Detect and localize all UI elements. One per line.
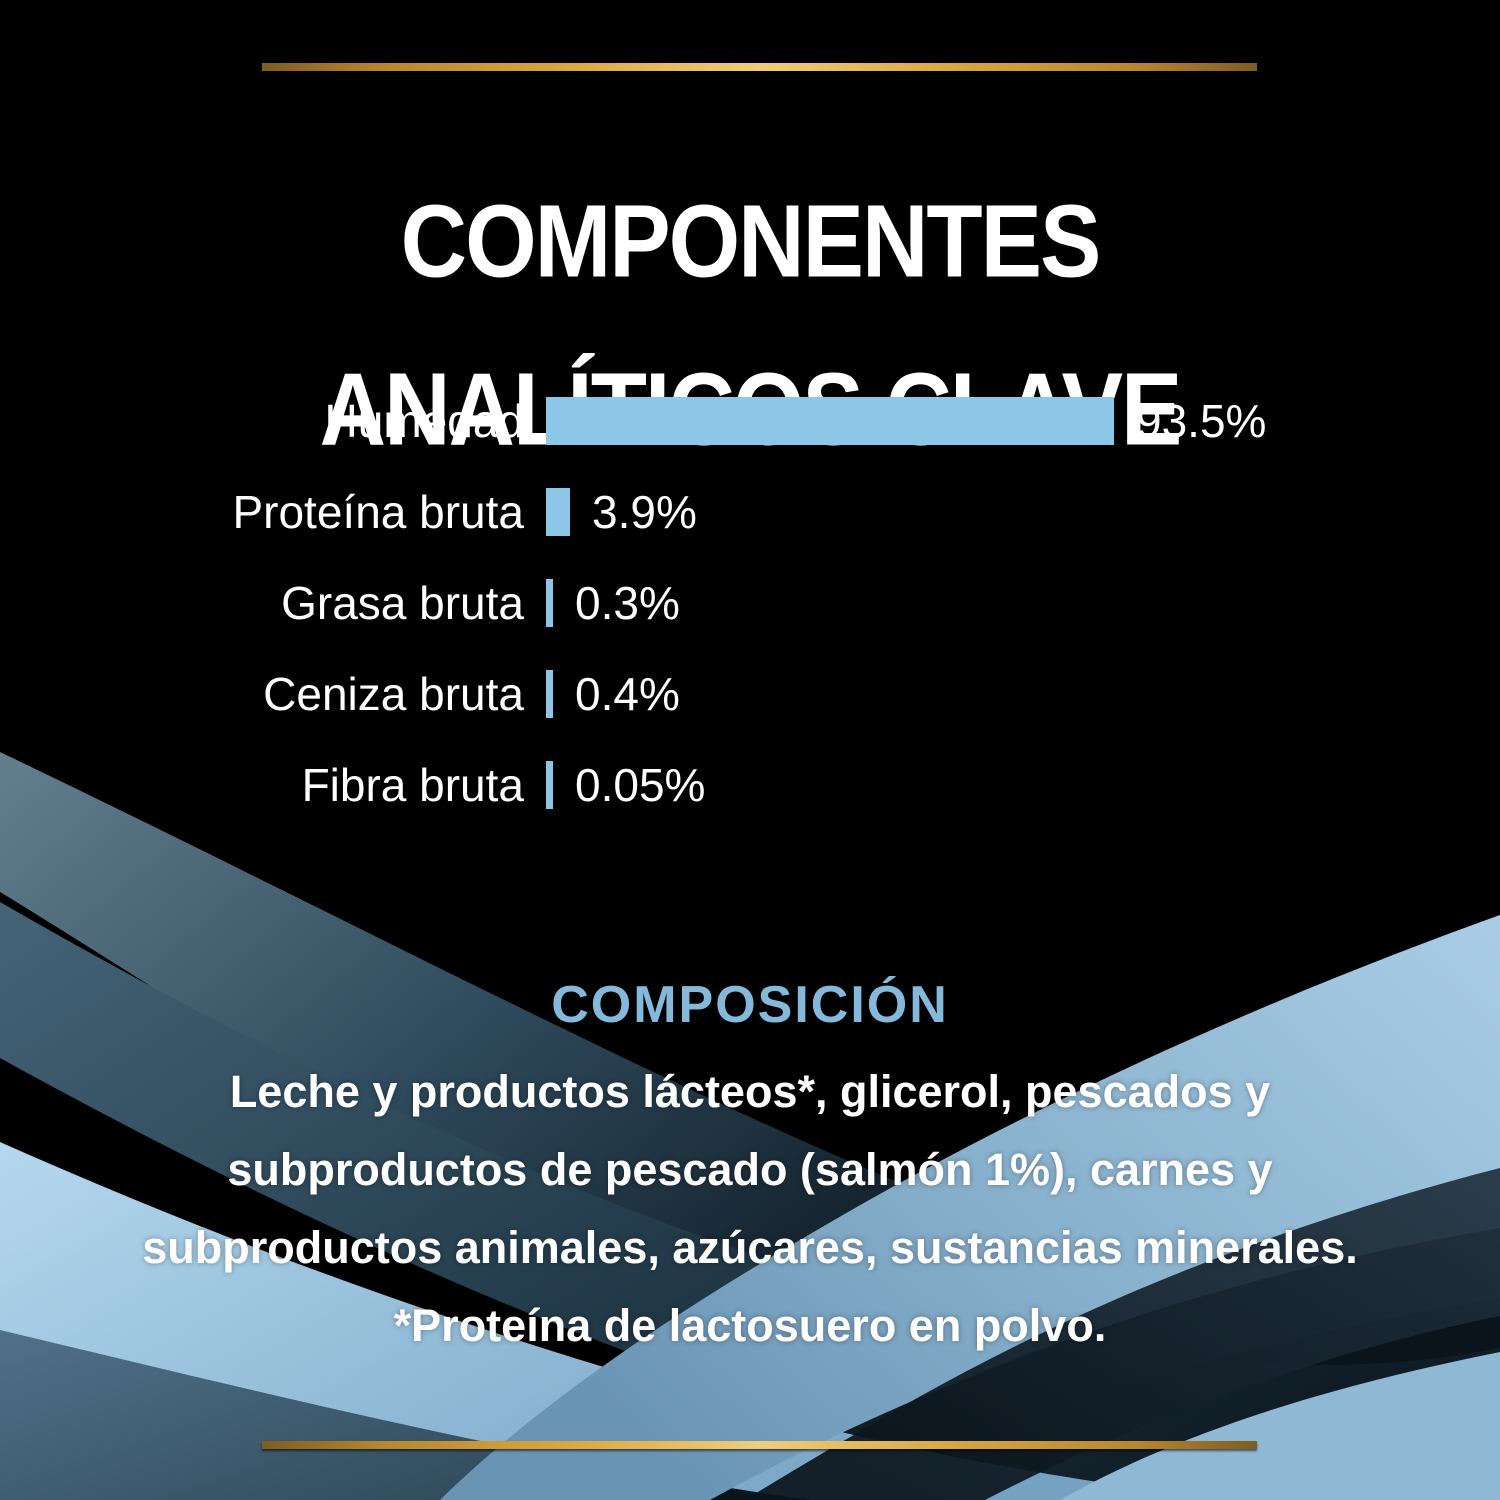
- bar: [546, 488, 570, 536]
- composition-line-3: subproductos animales, azúcares, sustanc…: [142, 1222, 1358, 1273]
- composition-body: Leche y productos lácteos*, glicerol, pe…: [0, 1053, 1500, 1365]
- bar: [546, 670, 553, 718]
- chart-row: Humedad 93.5%: [0, 395, 1500, 447]
- bar-row-label: Proteína bruta: [232, 486, 524, 538]
- title-line-1: COMPONENTES: [400, 184, 1102, 300]
- bar-value: 0.3%: [575, 577, 680, 629]
- ribbon-corner-highlight: [1060, 1352, 1500, 1500]
- ribbon-dark-overlay-right: [745, 1168, 1500, 1500]
- bar-row-label: Fibra bruta: [301, 759, 524, 811]
- bar-row-label: Humedad: [324, 395, 524, 447]
- bar: [546, 397, 1114, 445]
- composition-section: COMPOSICIÓN Leche y productos lácteos*, …: [0, 975, 1500, 1365]
- composition-heading: COMPOSICIÓN: [551, 976, 949, 1034]
- bar-value: 0.05%: [575, 759, 706, 811]
- analytics-chart: Humedad 93.5% Proteína bruta 3.9% Grasa …: [0, 395, 1500, 811]
- bar: [546, 761, 553, 809]
- bar-row-label: Grasa bruta: [281, 577, 524, 629]
- ribbon-fill-bottom-left: [0, 1290, 800, 1500]
- gold-divider-top: [262, 63, 1257, 71]
- bar-value: 0.4%: [575, 668, 680, 720]
- bar: [546, 579, 553, 627]
- gold-divider-bottom: [262, 1441, 1257, 1449]
- chart-row: Fibra bruta 0.05%: [0, 759, 1500, 811]
- ribbon-light-right: [440, 915, 1500, 1500]
- chart-row: Proteína bruta 3.9%: [0, 486, 1500, 538]
- bar-value: 93.5%: [1136, 395, 1267, 447]
- chart-row: Grasa bruta 0.3%: [0, 577, 1500, 629]
- bar-row-label: Ceniza bruta: [263, 668, 524, 720]
- composition-line-1: Leche y productos lácteos*, glicerol, pe…: [229, 1066, 1271, 1117]
- bar-value: 3.9%: [592, 486, 697, 538]
- chart-row: Ceniza bruta 0.4%: [0, 668, 1500, 720]
- composition-line-4: *Proteína de lactosuero en polvo.: [393, 1300, 1107, 1351]
- composition-line-2: subproductos de pescado (salmón 1%), car…: [227, 1144, 1273, 1195]
